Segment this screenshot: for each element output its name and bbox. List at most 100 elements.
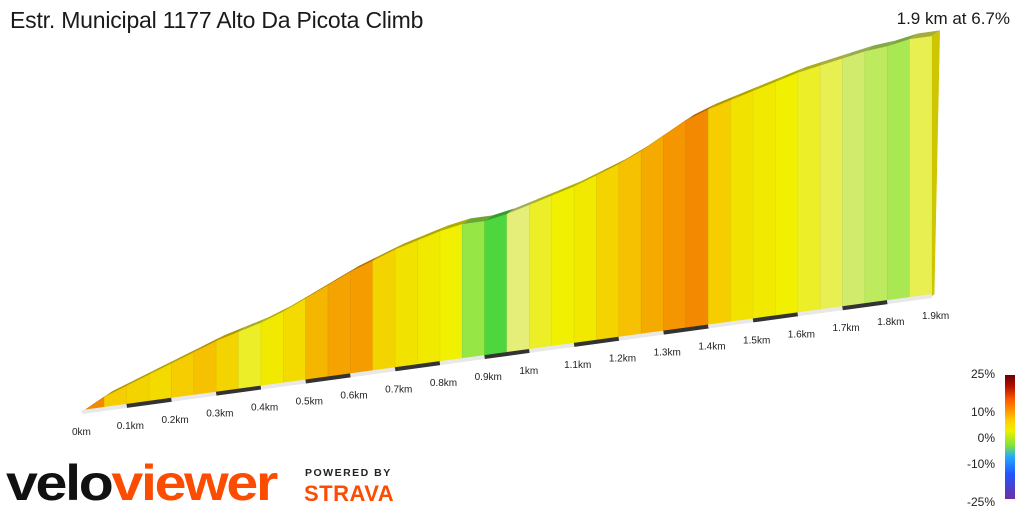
- legend-label-minus-25: -25%: [966, 495, 995, 509]
- profile-segment: [730, 90, 754, 324]
- distance-scale-segment: [81, 403, 128, 414]
- profile-segment: [596, 163, 620, 343]
- profile-top-surface: [775, 66, 806, 82]
- profile-top-surface: [641, 130, 672, 151]
- distance-scale-segment: [618, 330, 664, 341]
- distance-scale-segment: [529, 342, 575, 353]
- x-tick-label: 0.3km: [206, 409, 233, 420]
- profile-top-surface: [82, 391, 113, 412]
- profile-top-surface: [417, 225, 448, 241]
- profile-top-surface: [260, 305, 292, 323]
- profile-segment: [461, 220, 485, 361]
- distance-scale-segment: [394, 361, 441, 372]
- profile-segment: [775, 72, 799, 318]
- profile-segment: [551, 185, 575, 349]
- profile-segment: [819, 57, 843, 312]
- profile-top-surface: [730, 85, 762, 101]
- profile-top-surface: [126, 368, 158, 386]
- profile-top-surface: [909, 30, 940, 40]
- x-tick-label: 1.3km: [654, 348, 681, 359]
- profile-segment: [909, 35, 933, 300]
- profile-top-surface: [551, 180, 583, 196]
- x-tick-label: 0.9km: [475, 372, 502, 383]
- legend-label-minus-10: -10%: [966, 457, 995, 471]
- climb-summary: 1.9 km at 6.7%: [896, 9, 1010, 28]
- x-tick-label: 0.6km: [340, 390, 367, 401]
- profile-segment: [484, 213, 508, 358]
- profile-segment: [752, 81, 776, 321]
- profile-top-surface: [372, 243, 404, 261]
- legend-label-10: 10%: [970, 405, 995, 419]
- x-tick-label: 1.4km: [698, 342, 725, 353]
- profile-segment: [238, 322, 262, 391]
- profile-top-surface: [462, 215, 493, 225]
- profile-segment: [305, 284, 329, 382]
- profile-top-surface: [842, 45, 873, 59]
- distance-scale-segment: [797, 306, 843, 317]
- distance-scale-segment: [663, 324, 709, 335]
- profile-segment: [439, 223, 463, 364]
- profile-top-surface: [820, 52, 851, 66]
- profile-segment: [529, 195, 553, 352]
- profile-top-surface: [305, 279, 337, 299]
- profile-top-surface: [753, 76, 784, 91]
- profile-top-surface: [887, 33, 918, 47]
- profile-top-surface: [663, 114, 694, 136]
- profile-segment: [573, 174, 597, 346]
- powered-by-label: POWERED BY: [305, 467, 392, 479]
- profile-top-surface: [104, 379, 135, 397]
- profile-top-surface: [395, 234, 426, 250]
- distance-scale-segment: [752, 312, 799, 323]
- profile-segment: [886, 38, 910, 303]
- profile-segment: [842, 50, 866, 309]
- distance-scale-segment: [215, 385, 262, 396]
- x-tick-label: 0.2km: [161, 415, 188, 426]
- profile-segment: [327, 271, 351, 379]
- x-tick-label: 1.9km: [922, 311, 949, 322]
- x-tick-label: 1km: [519, 366, 538, 377]
- profile-segment: [797, 65, 821, 315]
- page-title: Estr. Municipal 1177 Alto Da Picota Clim…: [10, 7, 424, 33]
- profile-segment: [506, 204, 530, 355]
- profile-segment: [663, 119, 687, 333]
- profile-top-surface: [529, 189, 560, 205]
- profile-top-surface: [685, 103, 717, 121]
- profile-top-surface: [283, 292, 314, 312]
- distance-scale-segment: [886, 294, 933, 305]
- profile-segment: [708, 99, 731, 327]
- x-tick-label: 0km: [72, 427, 91, 438]
- x-tick-label: 0.7km: [385, 384, 412, 395]
- x-tick-label: 0.8km: [430, 378, 457, 389]
- profile-segment: [618, 150, 642, 340]
- gradient-legend: 25% 10% 0% -10% -25%: [960, 366, 1024, 512]
- x-tick-label: 1.7km: [833, 323, 860, 334]
- distance-scale-segment: [305, 373, 351, 384]
- profile-top-surface: [864, 40, 896, 52]
- profile-top-surface: [574, 169, 605, 187]
- x-tick-label: 1.5km: [743, 335, 770, 346]
- profile-top-surface: [708, 94, 739, 110]
- profile-segment: [350, 260, 374, 376]
- profile-segment: [283, 297, 306, 385]
- profile-top-surface: [171, 346, 202, 364]
- distance-scale-segment: [842, 300, 888, 311]
- profile-top-surface: [149, 357, 180, 375]
- distance-scale-segment: [573, 336, 620, 347]
- x-tick-label: 0.5km: [296, 396, 323, 407]
- profile-top-surface: [238, 316, 269, 332]
- profile-top-surface: [618, 145, 650, 165]
- x-tick-label: 1.6km: [788, 329, 815, 340]
- profile-segment: [260, 310, 284, 388]
- distance-scale-segment: [171, 391, 217, 402]
- profile-segment: [417, 230, 441, 367]
- profile-top-surface: [596, 158, 627, 176]
- legend-label-25: 25%: [970, 367, 995, 381]
- legend-color-bar: [1005, 375, 1015, 499]
- profile-segment: [171, 351, 195, 401]
- profile-segment: [864, 45, 888, 306]
- profile-top-surface: [216, 326, 247, 341]
- profile-top-surface: [439, 218, 471, 232]
- profile-end-cap: [932, 30, 940, 297]
